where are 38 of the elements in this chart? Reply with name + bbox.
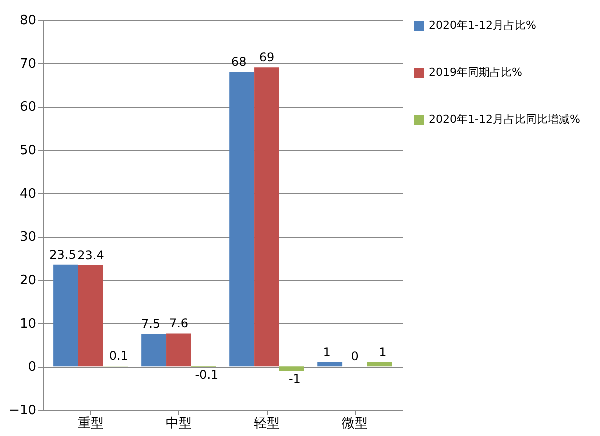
x-tick-label: 重型 bbox=[78, 416, 104, 432]
y-tick-label: 70 bbox=[20, 56, 36, 72]
bar bbox=[230, 72, 255, 367]
legend-label: 2019年同期占比% bbox=[429, 66, 522, 79]
data-label: 68 bbox=[231, 55, 247, 69]
y-tick-label: 20 bbox=[20, 274, 36, 288]
data-label: 69 bbox=[259, 50, 275, 65]
data-label: 23.5 bbox=[50, 248, 76, 262]
legend-label: 2020年1-12月占比同比增减% bbox=[429, 113, 580, 126]
bar bbox=[254, 68, 280, 367]
legend-label: 2020年1-12月占比% bbox=[429, 19, 536, 32]
bar bbox=[78, 265, 104, 367]
data-label: -1 bbox=[288, 372, 301, 386]
data-label: -0.1 bbox=[195, 368, 219, 382]
y-tick-label: 60 bbox=[20, 100, 36, 116]
bar bbox=[142, 334, 167, 367]
y-tick-label: 40 bbox=[20, 186, 36, 202]
data-label: 0.1 bbox=[109, 349, 128, 364]
bar bbox=[54, 264, 78, 367]
y-tick-label: 50 bbox=[20, 144, 36, 158]
data-label: 0 bbox=[351, 350, 359, 364]
data-label: 7.5 bbox=[142, 317, 161, 332]
bar bbox=[368, 362, 392, 367]
data-label: 1 bbox=[379, 345, 387, 360]
data-label: 1 bbox=[323, 345, 331, 360]
y-tick-label: 30 bbox=[20, 230, 36, 246]
data-label: 23.4 bbox=[78, 248, 104, 262]
y-tick-label: 10 bbox=[20, 316, 36, 332]
x-tick-label: 轻型 bbox=[254, 416, 280, 432]
bar bbox=[166, 334, 192, 367]
y-tick-label: 80 bbox=[20, 14, 36, 28]
bar bbox=[318, 362, 343, 367]
y-tick-label: −10 bbox=[9, 404, 36, 418]
data-label: 7.6 bbox=[169, 316, 189, 331]
y-tick-label: 0 bbox=[28, 360, 36, 376]
bar bbox=[279, 366, 304, 371]
x-tick-label: 微型 bbox=[342, 416, 368, 432]
x-tick-label: 中型 bbox=[166, 416, 192, 432]
